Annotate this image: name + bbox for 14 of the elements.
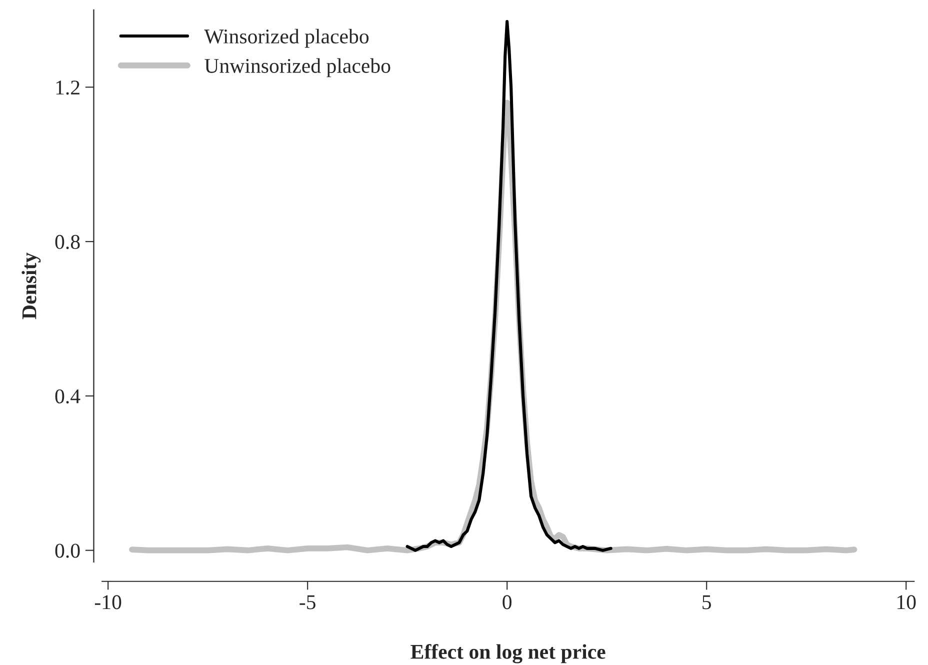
y-axis-title: Density	[22, 252, 41, 320]
line-series	[406, 20, 612, 552]
x-tick-label: 0	[502, 595, 512, 610]
legend-label: Winsorized placebo	[204, 28, 369, 48]
y-tick-label: 1.2	[56, 80, 80, 95]
x-tick-label: 5	[702, 595, 711, 610]
x-tick-label: -5	[300, 595, 316, 610]
x-tick-label: 10	[898, 595, 916, 610]
y-tick-label: 0.0	[55, 544, 80, 558]
y-tick-label: 0.8	[55, 234, 80, 250]
x-axis-title: Effect on log net price	[410, 644, 606, 664]
legend-label: Unwinsorized placebo	[204, 58, 390, 78]
x-tick-label: -10	[94, 595, 122, 610]
y-tick-label: 0.4	[55, 389, 80, 404]
